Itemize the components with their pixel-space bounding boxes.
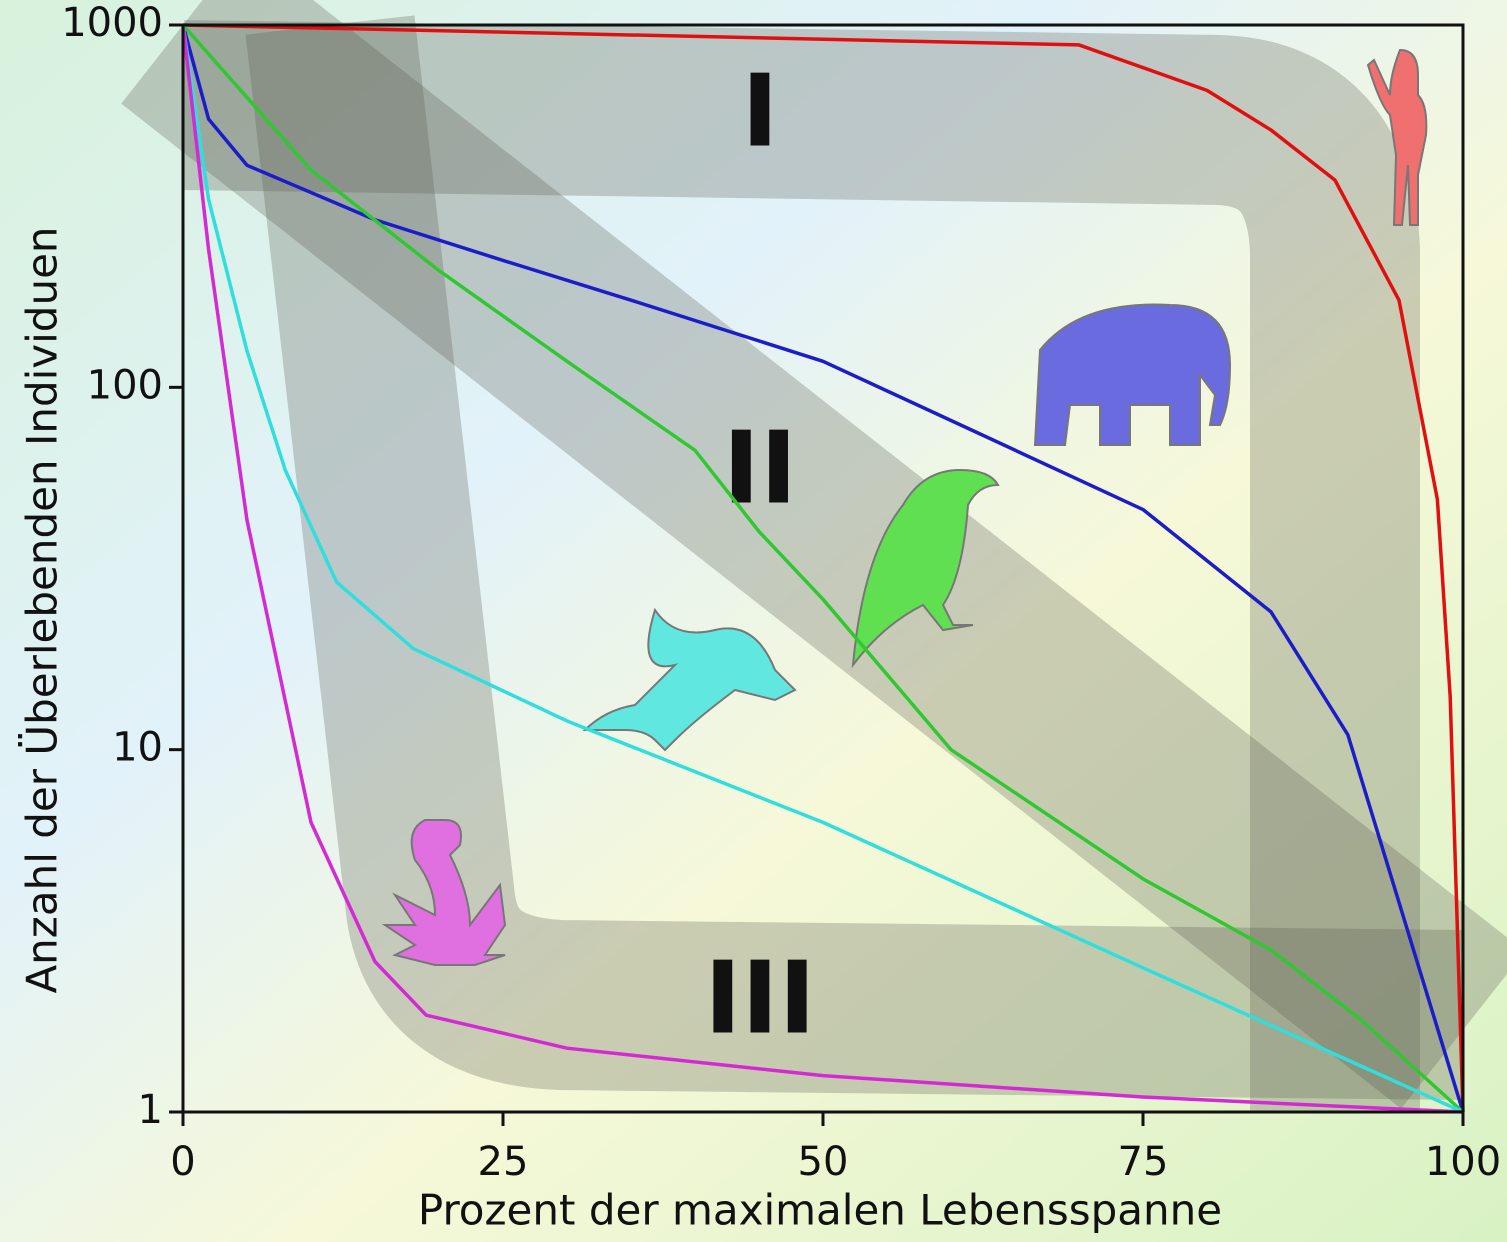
elephant — [1033, 303, 1232, 446]
x-tick-label: 75 — [1118, 1139, 1169, 1185]
human — [1366, 48, 1428, 226]
band-two — [121, 0, 1507, 1109]
y-axis-label: Anzahl der Überlebenden Individuen — [17, 226, 67, 993]
annotation: III — [704, 939, 816, 1056]
y-tick-label: 1000 — [61, 0, 163, 46]
series-line — [181, 24, 1465, 1113]
y-tick-label: 100 — [87, 362, 163, 408]
raven — [851, 468, 1000, 669]
y-tick-label: 10 — [112, 725, 163, 771]
series-line — [181, 23, 1465, 1114]
series-line — [181, 24, 1464, 1114]
x-axis-label: Prozent der maximalen Lebensspanne — [418, 1186, 1222, 1235]
series-line — [182, 23, 1465, 1113]
annotation: I — [741, 52, 778, 169]
x-tick-label: 0 — [170, 1139, 195, 1185]
x-tick-label: 25 — [478, 1139, 529, 1185]
lizard — [582, 607, 797, 752]
series-line — [181, 24, 1464, 1114]
silhouettes — [381, 48, 1428, 966]
dandelion — [381, 819, 507, 966]
x-tick-label: 50 — [798, 1139, 849, 1185]
annotation: II — [723, 409, 797, 526]
x-tick-label: 100 — [1425, 1139, 1501, 1185]
y-tick-label: 1 — [138, 1087, 163, 1133]
